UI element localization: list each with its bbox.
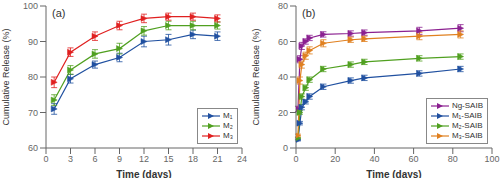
svg-text:3: 3 [68,154,73,164]
svg-text:Cumulative Release (%): Cumulative Release (%) [8,28,11,125]
svg-text:60: 60 [278,37,288,47]
html-text:M₃-SAIB: M₃-SAIB [451,131,483,140]
svg-text:80: 80 [278,1,288,11]
html-text:M₃: M₃ [223,131,233,140]
html-text:M₂-SAIB: M₂-SAIB [451,121,483,130]
html-text:M₂: M₂ [223,121,233,130]
svg-text:15: 15 [163,154,173,164]
svg-text:0: 0 [43,154,48,164]
svg-text:20: 20 [278,108,288,118]
svg-text:40: 40 [278,72,288,82]
svg-text:60: 60 [28,143,38,153]
svg-text:24: 24 [237,154,247,164]
svg-text:9: 9 [117,154,122,164]
svg-text:100: 100 [23,1,38,11]
svg-text:0: 0 [283,143,288,153]
svg-text:80: 80 [28,72,38,82]
html-text:M₁: M₁ [223,111,233,120]
svg-text:Time (days): Time (days) [366,169,421,178]
svg-text:100: 100 [484,154,492,164]
svg-text:60: 60 [409,154,419,164]
svg-text:80: 80 [448,154,458,164]
svg-text:12: 12 [139,154,149,164]
svg-text:0: 0 [293,154,298,164]
svg-text:70: 70 [28,108,38,118]
html-text:M₁-SAIB: M₁-SAIB [451,111,483,120]
svg-text:6: 6 [92,154,97,164]
html-text:(a): (a) [52,7,66,19]
html-text:Ng-SAIB: Ng-SAIB [451,101,483,110]
svg-text:40: 40 [369,154,379,164]
svg-text:Time (days): Time (days) [116,169,171,178]
svg-text:21: 21 [212,154,222,164]
svg-text:90: 90 [28,37,38,47]
svg-text:18: 18 [188,154,198,164]
svg-text:20: 20 [330,154,340,164]
svg-text:Cumulative Release (%): Cumulative Release (%) [251,28,261,125]
html-text:(b): (b) [302,7,316,19]
